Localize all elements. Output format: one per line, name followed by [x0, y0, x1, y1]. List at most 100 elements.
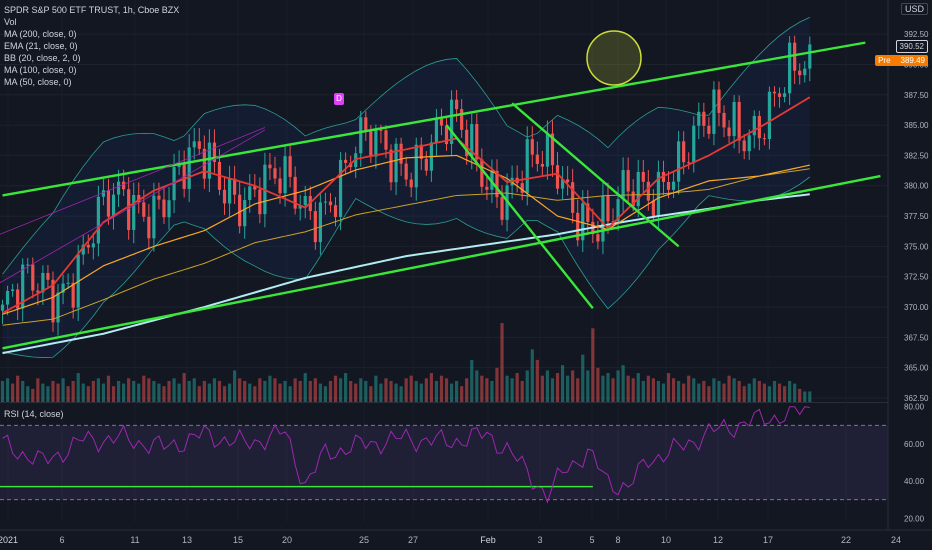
volume-bar	[540, 375, 544, 402]
candle-body	[106, 190, 111, 217]
candle-body	[399, 143, 403, 164]
volume-bar	[293, 378, 297, 402]
volume-bar	[414, 380, 418, 402]
candle-body	[122, 181, 126, 190]
candle-body	[666, 181, 671, 190]
volume-bar	[233, 370, 237, 402]
volume-bar	[621, 365, 625, 402]
volume-bar	[788, 380, 792, 402]
candle-body	[621, 170, 625, 200]
candle-body	[606, 195, 610, 222]
volume-bar	[122, 383, 126, 402]
y-tick-label: 370.00	[904, 303, 929, 312]
x-tick-label: 20	[282, 535, 292, 545]
candle-body	[767, 91, 772, 140]
x-tick-label: 15	[233, 535, 243, 545]
candle-body	[11, 289, 15, 291]
volume-bar	[692, 378, 696, 402]
x-tick-label: 11	[130, 535, 139, 545]
volume-bar	[697, 383, 701, 402]
volume-bar	[717, 380, 721, 402]
candle-body	[132, 194, 136, 230]
candle-body	[671, 181, 676, 190]
volume-bar	[576, 378, 580, 402]
y-tick-label: 385.00	[904, 121, 929, 130]
volume-bar	[349, 380, 353, 402]
candle-body	[46, 272, 50, 280]
candle-body	[21, 264, 25, 309]
rsi-line	[2, 406, 810, 504]
legend-ma100[interactable]: MA (100, close, 0)	[4, 65, 77, 75]
candle-body	[737, 101, 741, 141]
volume-bar	[485, 378, 489, 402]
volume-bar	[152, 380, 156, 402]
legend-vol[interactable]: Vol	[4, 17, 17, 27]
x-tick-label: 27	[408, 535, 418, 545]
x-tick-label: 10	[661, 535, 671, 545]
volume-bar	[328, 380, 333, 402]
volume-bar	[253, 386, 257, 402]
candle-body	[677, 141, 681, 182]
candle-body	[137, 194, 141, 203]
fan-line	[0, 129, 266, 284]
candle-body	[157, 195, 161, 200]
volume-bar	[11, 383, 15, 402]
volume-bar	[641, 380, 645, 402]
candle-body	[359, 117, 363, 154]
legend-ema21[interactable]: EMA (21, close, 0)	[4, 41, 78, 51]
volume-bar	[767, 386, 772, 402]
candle-body	[540, 163, 544, 167]
candle-body	[404, 163, 408, 180]
volume-bar	[364, 380, 368, 402]
legend-bb[interactable]: BB (20, close, 2, 0)	[4, 53, 81, 63]
candle-body	[470, 124, 474, 157]
candle-body	[91, 243, 95, 248]
volume-bar	[202, 380, 206, 402]
volume-bar	[424, 378, 428, 402]
candle-body	[444, 125, 449, 145]
x-tick-label: 2021	[0, 535, 18, 545]
candle-body	[323, 201, 328, 203]
candle-body	[455, 99, 459, 110]
volume-bar	[116, 380, 121, 402]
currency-badge[interactable]: USD	[900, 3, 928, 15]
candle-body	[707, 125, 711, 134]
volume-bar	[449, 383, 454, 402]
volume-bar	[646, 375, 650, 402]
candle-body	[338, 159, 343, 217]
candle-body	[162, 199, 166, 218]
candle-body	[41, 272, 45, 293]
candle-body	[5, 290, 10, 305]
rsi-tick-label: 40.00	[904, 477, 925, 486]
volume-bar	[404, 378, 408, 402]
volume-bar	[651, 378, 655, 402]
candle-body	[475, 124, 479, 160]
candle-body	[717, 89, 721, 113]
candle-body	[344, 159, 348, 163]
dividend-marker[interactable]: D	[334, 93, 344, 105]
candle-body	[788, 42, 792, 94]
candle-body	[389, 149, 393, 183]
candle-body	[682, 141, 686, 163]
candle-body	[318, 202, 322, 243]
candle-body	[434, 117, 439, 143]
volume-bar	[490, 380, 494, 402]
candle-body	[222, 189, 227, 204]
volume-bar	[16, 375, 20, 402]
fan-line	[0, 127, 266, 235]
volume-bar	[147, 378, 151, 402]
legend-ma200[interactable]: MA (200, close, 0)	[4, 29, 77, 39]
candle-body	[560, 179, 565, 189]
volume-bar	[409, 375, 413, 402]
rsi-label[interactable]: RSI (14, close)	[4, 409, 64, 419]
candle-body	[535, 154, 539, 164]
candle-body	[177, 163, 181, 168]
candle-body	[772, 91, 777, 94]
volume-bar	[157, 383, 161, 402]
volume-bar	[560, 365, 565, 402]
legend-ma50[interactable]: MA (50, close, 0)	[4, 77, 72, 87]
volume-bar	[505, 375, 509, 402]
volume-bar	[722, 383, 726, 402]
y-tick-label: 367.50	[904, 333, 929, 342]
